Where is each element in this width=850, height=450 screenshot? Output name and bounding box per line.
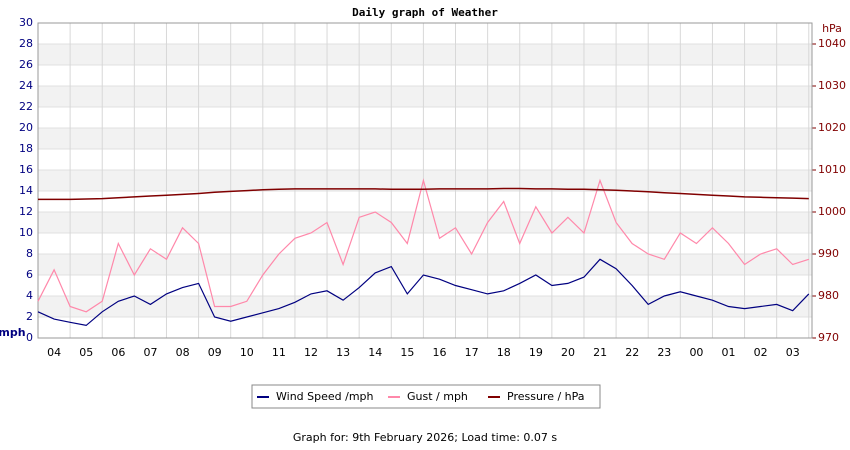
series-line — [38, 187, 809, 201]
x-tick-label: 19 — [529, 346, 543, 359]
y2-tick-label: 1030 — [818, 79, 846, 92]
x-tick-label: 14 — [368, 346, 382, 359]
x-tick-label: 09 — [208, 346, 222, 359]
grid-band — [38, 170, 812, 191]
x-tick-label: 04 — [47, 346, 61, 359]
y-tick-label: 28 — [19, 37, 33, 50]
x-tick-label: 10 — [240, 346, 254, 359]
y-tick-label: 18 — [19, 142, 33, 155]
legend-box — [251, 384, 601, 409]
y2-tick-label: 990 — [818, 247, 839, 260]
x-tick-label: 03 — [786, 346, 800, 359]
grid-band — [38, 212, 812, 233]
y2-tick-label: 1000 — [818, 205, 846, 218]
x-tick-label: 18 — [497, 346, 511, 359]
x-tick-label: 06 — [111, 346, 125, 359]
y-axis-unit: mph — [0, 326, 26, 339]
y-tick-label: 8 — [26, 247, 33, 260]
x-tick-label: 23 — [657, 346, 671, 359]
x-tick-label: 22 — [625, 346, 639, 359]
x-tick-label: 16 — [433, 346, 447, 359]
x-tick-label: 15 — [400, 346, 414, 359]
y-tick-label: 26 — [19, 58, 33, 71]
y2-tick-label: 1020 — [818, 121, 846, 134]
x-tick-label: 02 — [754, 346, 768, 359]
y-tick-label: 24 — [19, 79, 33, 92]
y2-tick-label: 1040 — [818, 37, 846, 50]
y2-tick-label: 980 — [818, 289, 839, 302]
x-tick-label: 17 — [465, 346, 479, 359]
y-tick-label: 14 — [19, 184, 33, 197]
chart-title: Daily graph of Weather — [352, 6, 498, 19]
x-tick-label: 07 — [143, 346, 157, 359]
grid-band — [38, 128, 812, 149]
x-tick-label: 21 — [593, 346, 607, 359]
x-tick-label: 05 — [79, 346, 93, 359]
y2-axis-unit: hPa — [822, 22, 842, 35]
x-tick-label: 11 — [272, 346, 286, 359]
grid-band — [38, 296, 812, 317]
x-tick-label: 13 — [336, 346, 350, 359]
y-tick-label: 2 — [26, 310, 33, 323]
y-tick-label: 0 — [26, 331, 33, 344]
x-tick-label: 12 — [304, 346, 318, 359]
y-tick-label: 12 — [19, 205, 33, 218]
series-line — [37, 258, 810, 327]
y-tick-label: 30 — [19, 16, 33, 29]
y2-tick-label: 970 — [818, 331, 839, 344]
x-tick-label: 08 — [176, 346, 190, 359]
series-line — [37, 178, 809, 313]
y-tick-label: 16 — [19, 163, 33, 176]
x-tick-label: 20 — [561, 346, 575, 359]
y-tick-label: 10 — [19, 226, 33, 239]
y-tick-label: 20 — [19, 121, 33, 134]
grid-band — [38, 86, 812, 107]
caption: Graph for: 9th February 2026; Load time:… — [293, 431, 558, 444]
grid-band — [38, 44, 812, 65]
y-tick-label: 4 — [26, 289, 33, 302]
x-tick-label: 00 — [689, 346, 703, 359]
y-tick-label: 6 — [26, 268, 33, 281]
y-tick-label: 22 — [19, 100, 33, 113]
legend-label: Pressure / hPa — [507, 390, 585, 403]
legend-label: Wind Speed /mph — [276, 390, 374, 403]
legend-label: Gust / mph — [407, 390, 468, 403]
y2-tick-label: 1010 — [818, 163, 846, 176]
plot-frame — [37, 22, 813, 339]
x-tick-label: 01 — [722, 346, 736, 359]
grid-band — [38, 254, 812, 275]
